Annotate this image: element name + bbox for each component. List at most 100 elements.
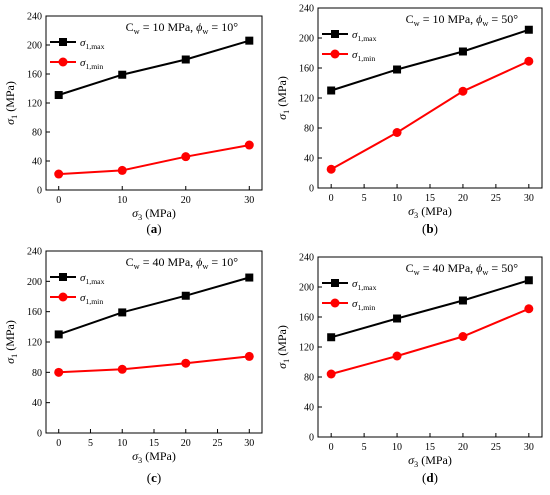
data-point — [327, 86, 336, 95]
y-tick-label: 40 — [304, 403, 314, 414]
y-tick-label: 40 — [304, 154, 314, 165]
y-tick-label: 120 — [27, 99, 42, 110]
x-tick-label: 5 — [362, 193, 367, 204]
y-tick-label: 0 — [37, 186, 42, 197]
plot-frame — [45, 250, 263, 434]
panel-label: (d) — [422, 470, 438, 485]
data-point — [393, 314, 402, 323]
y-tick-label: 80 — [304, 373, 314, 384]
x-tick-label: 20 — [181, 438, 191, 449]
chart-panel-2: 0 40 80 120 160 200 240 0 5 10 15 20 25 30 σ3​ (MPa) σ1… — [275, 4, 543, 236]
y-tick-label: 240 — [27, 12, 42, 23]
y-tick-label: 80 — [32, 128, 42, 139]
chart-panel-1: 0 40 80 120 160 200 240 0 10 20 30 σ3​ (MPa) σ1​ (MP… — [3, 12, 263, 236]
x-tick-label: 5 — [362, 442, 367, 453]
legend-marker — [59, 273, 67, 281]
x-tick-label: 0 — [329, 442, 334, 453]
data-point — [54, 330, 63, 339]
data-point — [393, 65, 402, 74]
y-tick-label: 200 — [299, 283, 314, 294]
x-axis-label: σ3​ (MPa) — [408, 453, 452, 469]
x-tick-label: 0 — [56, 438, 61, 449]
y-tick-label: 0 — [309, 433, 314, 444]
data-point — [458, 332, 468, 341]
legend-marker — [331, 279, 339, 287]
y-tick-label: 120 — [27, 338, 42, 349]
y-tick-label: 0 — [309, 184, 314, 195]
y-tick-label: 120 — [299, 343, 314, 354]
legend-label: σ1,min​ — [352, 298, 375, 312]
data-point — [458, 47, 467, 56]
y-tick-label: 40 — [32, 157, 42, 168]
y-tick-label: 160 — [299, 64, 314, 75]
data-point — [524, 56, 534, 66]
legend-label: σ1,max​ — [352, 278, 377, 292]
data-point — [117, 364, 127, 374]
legend-marker — [59, 38, 67, 46]
y-tick-label: 200 — [299, 34, 314, 45]
x-tick-label: 30 — [524, 442, 534, 453]
panel-annotation: Cw​ = 10 MPa, ϕw​ = 50° — [406, 12, 519, 28]
x-tick-label: 10 — [117, 438, 127, 449]
y-axis-label: σ1​ (MPa) — [275, 76, 291, 120]
x-tick-label: 25 — [213, 438, 223, 449]
series-line-2 — [58, 144, 250, 176]
legend-label: σ1,min​ — [352, 49, 375, 63]
series-line-2 — [330, 307, 530, 375]
x-tick-label: 20 — [458, 442, 468, 453]
x-tick-label: 10 — [392, 193, 402, 204]
x-tick-label: 30 — [244, 438, 254, 449]
x-tick-label: 25 — [491, 193, 501, 204]
panel-annotation: Cw​ = 10 MPa, ϕw​ = 10° — [126, 20, 239, 36]
panel-label: (b) — [422, 221, 438, 236]
panel-label: (a) — [146, 221, 161, 236]
y-tick-label: 240 — [27, 247, 42, 258]
data-point — [392, 351, 402, 361]
x-tick-label: 15 — [149, 438, 159, 449]
chart-panel-3: 0 40 80 120 160 200 240 0 5 10 15 20 25 30 σ3​ (MPa) σ1… — [3, 247, 263, 485]
data-point — [524, 304, 534, 314]
x-tick-label: 0 — [329, 193, 334, 204]
y-tick-label: 240 — [299, 253, 314, 264]
y-tick-label: 160 — [27, 307, 42, 318]
x-tick-label: 30 — [244, 195, 254, 206]
legend-label: σ1,max​ — [80, 37, 105, 51]
y-tick-label: 80 — [304, 124, 314, 135]
legend-label: σ1,min​ — [80, 57, 103, 71]
data-point — [54, 367, 64, 377]
y-tick-label: 200 — [27, 277, 42, 288]
legend-marker — [58, 57, 68, 67]
series-line-1 — [58, 39, 250, 96]
y-tick-label: 160 — [299, 313, 314, 324]
y-tick-label: 160 — [27, 70, 42, 81]
series-line-1 — [58, 276, 250, 336]
x-tick-label: 30 — [524, 193, 534, 204]
x-tick-label: 10 — [117, 195, 127, 206]
data-point — [118, 308, 127, 317]
data-point — [244, 351, 254, 361]
legend-marker — [330, 49, 340, 59]
x-tick-label: 5 — [88, 438, 93, 449]
x-tick-label: 15 — [425, 442, 435, 453]
data-point — [181, 291, 190, 300]
x-tick-label: 20 — [181, 195, 191, 206]
legend-label: σ1,max​ — [352, 29, 377, 43]
data-point — [54, 91, 63, 100]
legend-marker — [331, 30, 339, 38]
data-point — [181, 55, 190, 64]
y-tick-label: 200 — [27, 41, 42, 52]
data-point — [245, 273, 254, 282]
legend-label: σ1,min​ — [80, 292, 103, 306]
panel-annotation: Cw​ = 40 MPa, ϕw​ = 10° — [126, 255, 239, 271]
data-point — [524, 276, 533, 285]
x-tick-label: 10 — [392, 442, 402, 453]
data-point — [54, 169, 64, 179]
series-line-2 — [58, 355, 250, 374]
x-axis-label: σ3​ (MPa) — [408, 204, 452, 220]
data-point — [458, 86, 468, 96]
data-point — [326, 369, 336, 379]
x-tick-label: 20 — [458, 193, 468, 204]
series-line-2 — [330, 60, 530, 171]
y-tick-label: 80 — [32, 368, 42, 379]
